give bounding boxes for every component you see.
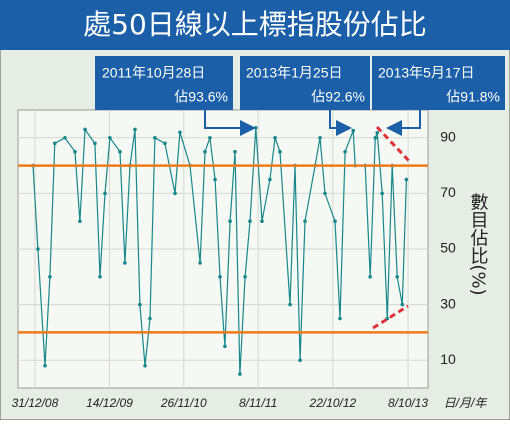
- data-point: [243, 275, 247, 279]
- annotation-arrow: [386, 110, 421, 136]
- y-tick-label: 50: [440, 240, 456, 256]
- annotation-arrow: [204, 110, 256, 136]
- data-point: [203, 149, 207, 154]
- data-point: [153, 136, 157, 140]
- annotation-box: [240, 56, 370, 110]
- data-point: [178, 130, 182, 135]
- x-tick-label: 22/10/12: [309, 396, 357, 410]
- data-point: [253, 125, 258, 130]
- x-tick-label: 14/12/09: [86, 396, 133, 410]
- title-bar: [0, 0, 510, 50]
- data-point: [351, 128, 356, 133]
- data-point: [43, 363, 47, 368]
- y-axis-label: 數目佔比(%): [468, 192, 489, 295]
- annotation-value: 佔92.6%: [311, 89, 365, 105]
- annotation-value: 佔93.6%: [174, 89, 228, 105]
- data-point: [108, 136, 112, 140]
- x-tick-label: 8/11/11: [239, 396, 277, 410]
- x-tick-label: 8/10/13: [388, 396, 428, 410]
- data-point: [218, 275, 222, 279]
- data-point: [400, 302, 405, 307]
- data-point: [368, 275, 372, 279]
- annotation-value: 佔91.8%: [446, 89, 500, 105]
- data-point: [323, 191, 327, 196]
- data-point: [278, 149, 282, 154]
- data-point: [395, 275, 399, 279]
- annotation-box: [372, 56, 505, 110]
- trend-line: [372, 304, 409, 330]
- data-point: [298, 358, 302, 363]
- data-point: [36, 247, 40, 251]
- data-point: [173, 191, 177, 196]
- data-point: [83, 127, 87, 132]
- data-point: [343, 149, 347, 154]
- data-point: [404, 177, 409, 182]
- data-point: [103, 191, 107, 196]
- data-point: [333, 219, 337, 223]
- annotation-arrow: [329, 110, 352, 136]
- data-point: [228, 219, 232, 223]
- data-point: [260, 219, 264, 223]
- grid: [18, 110, 428, 388]
- data-point: [48, 275, 52, 279]
- trend-line: [375, 125, 412, 164]
- data-point: [303, 219, 307, 223]
- data-point: [53, 141, 57, 146]
- data-point: [375, 130, 380, 135]
- data-point: [208, 136, 212, 140]
- data-point: [273, 136, 277, 140]
- data-point: [338, 316, 342, 321]
- annotation-date: 2011年10月28日: [102, 65, 205, 81]
- data-point: [213, 177, 217, 182]
- data-point: [238, 372, 242, 376]
- data-point: [163, 141, 167, 146]
- data-point: [268, 177, 272, 182]
- data-point: [148, 316, 152, 321]
- data-point: [133, 127, 137, 132]
- y-tick-label: 90: [440, 129, 456, 145]
- chart-title: 處50日線以上標指股份佔比: [83, 8, 427, 41]
- annotation-date: 2013年1月25日: [246, 65, 343, 81]
- data-point: [138, 302, 142, 307]
- data-point: [233, 149, 237, 154]
- data-point: [380, 191, 384, 196]
- data-point: [198, 261, 202, 265]
- data-point: [223, 344, 227, 349]
- data-point: [78, 219, 82, 223]
- annotation-date: 2013年5月17日: [378, 65, 475, 81]
- y-tick-label: 10: [440, 351, 456, 367]
- data-point: [63, 136, 67, 140]
- data-point: [98, 275, 102, 279]
- y-tick-label: 70: [440, 184, 456, 200]
- annotation-box: [95, 56, 233, 110]
- data-point: [248, 219, 252, 223]
- data-point: [318, 136, 322, 140]
- data-point: [118, 149, 122, 154]
- x-tick-label: 31/12/08: [12, 396, 59, 410]
- data-point: [288, 302, 292, 307]
- data-point: [93, 141, 97, 146]
- data-point: [123, 261, 127, 265]
- data-point: [73, 149, 77, 154]
- data-point: [373, 136, 378, 140]
- data-point: [143, 363, 147, 368]
- y-tick-label: 30: [440, 295, 456, 311]
- x-axis-label: 日/月/年: [444, 396, 489, 410]
- x-tick-label: 26/11/10: [160, 396, 207, 410]
